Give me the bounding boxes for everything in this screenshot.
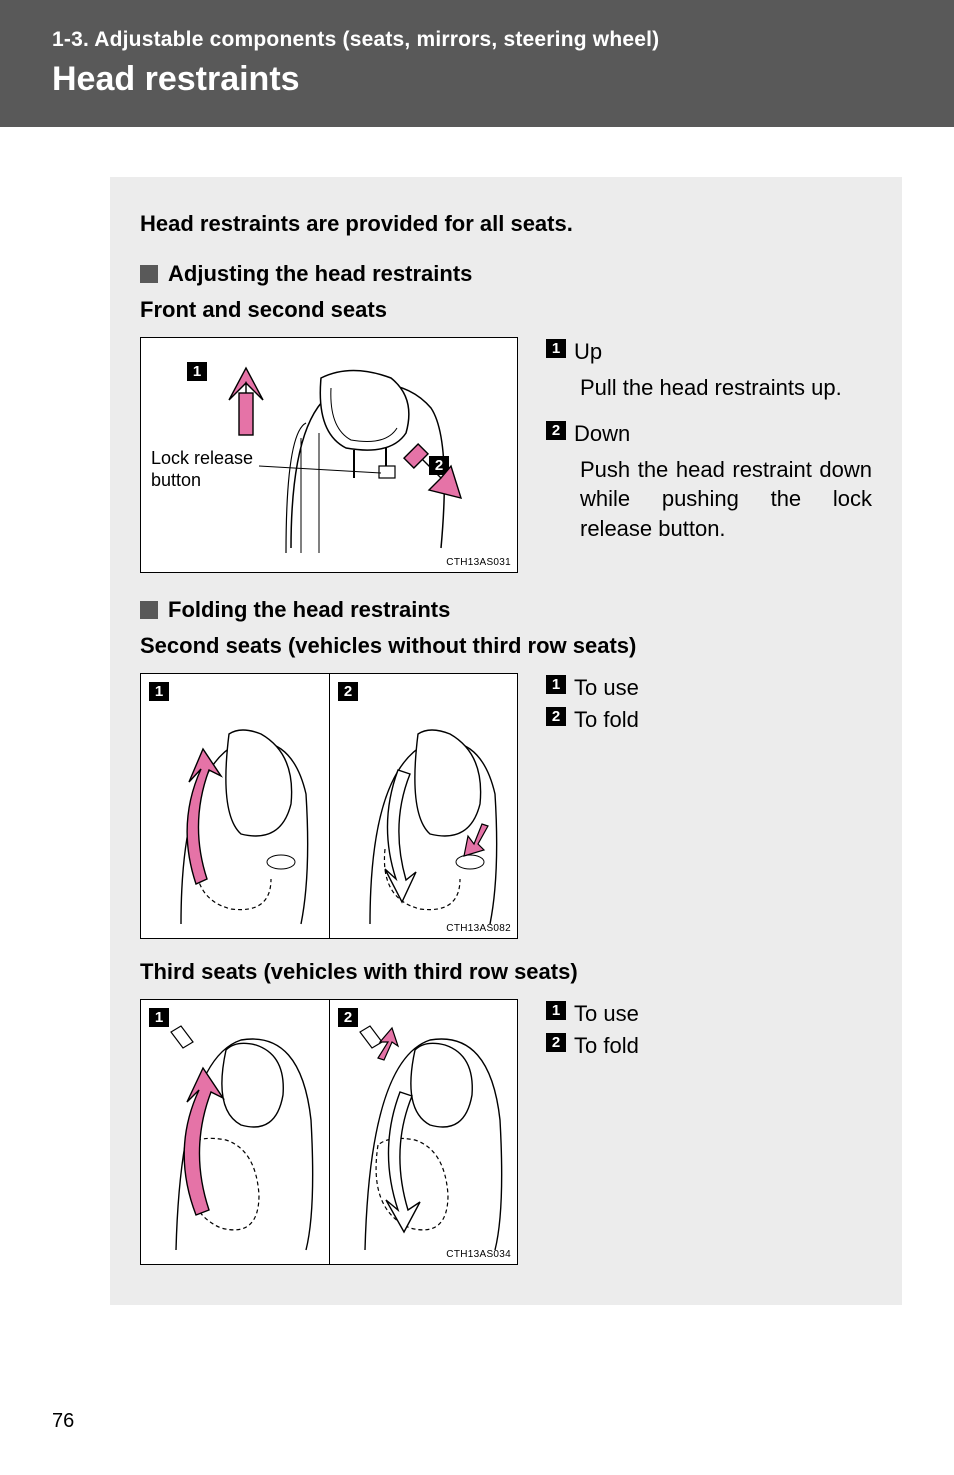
item-to-use-a: 1 To use [546, 675, 872, 701]
item-to-fold-a-title: To fold [574, 707, 639, 733]
item-down-title: Down [574, 421, 630, 447]
subhead-folding-text: Folding the head restraints [168, 597, 450, 623]
arrow-push-icon [464, 824, 488, 856]
arrow-down-icon [404, 444, 461, 498]
badge-b2: 2 [546, 1033, 566, 1052]
badge-1: 1 [546, 339, 566, 358]
item-to-fold-b-title: To fold [574, 1033, 639, 1059]
subhead-folding: Folding the head restraints [140, 597, 872, 623]
figure-fold-third-left-svg [141, 1000, 330, 1266]
item-up-title: Up [574, 339, 602, 365]
arrow-lever-icon [378, 1028, 398, 1060]
subheading-front-second: Front and second seats [140, 297, 872, 323]
figure-fold-second-right: 2 CTH13AS082 [329, 674, 517, 938]
figure-fold-second-left-svg [141, 674, 330, 940]
badge-b1: 1 [546, 1001, 566, 1020]
figure-code-1: CTH13AS031 [446, 557, 511, 568]
page-header: 1-3. Adjustable components (seats, mirro… [0, 0, 954, 127]
item-down-body: Push the head restraint down while pushi… [580, 455, 872, 544]
item-up-body: Pull the head restraints up. [580, 373, 872, 403]
item-to-use-b: 1 To use [546, 1001, 872, 1027]
arrow-up-icon [229, 368, 263, 435]
content-box: Head restraints are provided for all sea… [110, 177, 902, 1305]
subhead-adjusting-text: Adjusting the head restraints [168, 261, 472, 287]
figure-fold-second: 1 2 [140, 673, 518, 939]
figure-fold-third-right-svg [330, 1000, 519, 1266]
item-to-fold-b: 2 To fold [546, 1033, 872, 1059]
row-fold-second: 1 2 [140, 673, 872, 939]
explain-adjust: 1 Up Pull the head restraints up. 2 Down… [546, 337, 872, 562]
figure-adjust-svg [141, 338, 519, 574]
figure-code-3: CTH13AS034 [446, 1249, 511, 1260]
figure-fold-third: 1 2 [140, 999, 518, 1265]
page-title: Head restraints [52, 60, 954, 99]
item-down: 2 Down [546, 421, 872, 447]
arrow-fold-up-icon [187, 749, 221, 884]
arrow-fold-down-icon [385, 770, 416, 902]
figure-fold-second-left: 1 [141, 674, 329, 938]
explain-fold-second: 1 To use 2 To fold [546, 673, 872, 739]
square-bullet-icon [140, 601, 158, 619]
arrow-fold-up-icon [184, 1068, 223, 1215]
square-bullet-icon [140, 265, 158, 283]
badge-a2: 2 [546, 707, 566, 726]
page-number: 76 [52, 1410, 74, 1433]
item-up: 1 Up [546, 339, 872, 365]
badge-a1: 1 [546, 675, 566, 694]
arrow-fold-down-icon [386, 1092, 420, 1232]
subhead-adjusting: Adjusting the head restraints [140, 261, 872, 287]
figure-fold-second-right-svg [330, 674, 519, 940]
item-to-fold-a: 2 To fold [546, 707, 872, 733]
badge-2: 2 [546, 421, 566, 440]
item-to-use-b-title: To use [574, 1001, 639, 1027]
intro-text: Head restraints are provided for all sea… [140, 211, 872, 237]
figure-code-2: CTH13AS082 [446, 923, 511, 934]
figure-adjust-headrest: 1 2 Lock release button [140, 337, 518, 573]
figure-fold-third-right: 2 CTH13AS034 [329, 1000, 517, 1264]
subheading-third-seats: Third seats (vehicles with third row sea… [140, 959, 872, 985]
figure-fold-third-left: 1 [141, 1000, 329, 1264]
section-label: 1-3. Adjustable components (seats, mirro… [52, 28, 954, 52]
subheading-second-seats: Second seats (vehicles without third row… [140, 633, 872, 659]
row-fold-third: 1 2 [140, 999, 872, 1265]
item-to-use-a-title: To use [574, 675, 639, 701]
explain-fold-third: 1 To use 2 To fold [546, 999, 872, 1065]
row-adjust: 1 2 Lock release button [140, 337, 872, 573]
